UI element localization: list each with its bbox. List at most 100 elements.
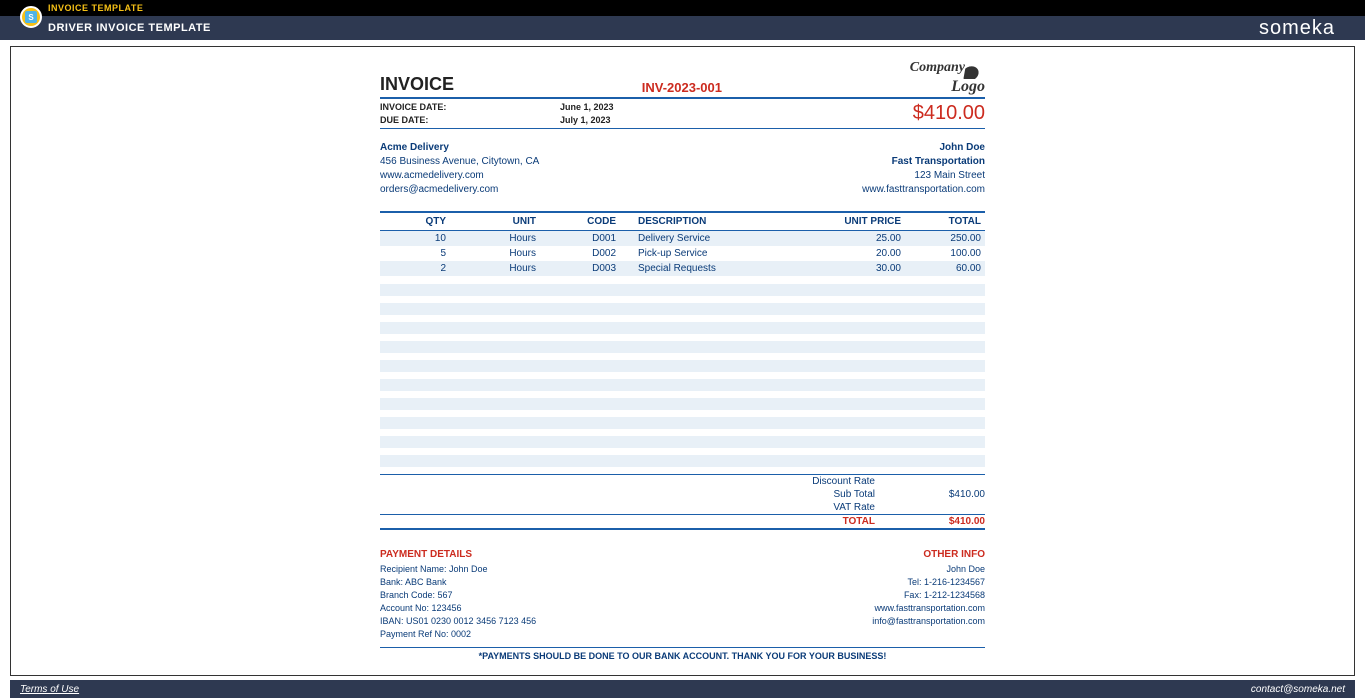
payment-recipient: Recipient Name: John Doe	[380, 563, 536, 576]
from-name: Acme Delivery	[380, 141, 539, 155]
empty-row	[380, 455, 985, 467]
empty-row	[380, 417, 985, 429]
invoice-number: INV-2023-001	[642, 80, 722, 95]
other-title: OTHER INFO	[872, 548, 985, 563]
other-web: www.fasttransportation.com	[872, 602, 985, 615]
table-row: 10HoursD001Delivery Service25.00250.00	[380, 231, 985, 247]
cell-desc: Delivery Service	[620, 231, 795, 247]
invoice-document: INVOICE INV-2023-001 Company Logo INVOIC…	[380, 61, 985, 675]
payment-iban: IBAN: US01 0230 0012 3456 7123 456	[380, 615, 536, 628]
other-fax: Fax: 1-212-1234568	[872, 589, 985, 602]
col-desc: DESCRIPTION	[620, 212, 795, 231]
payment-branch: Branch Code: 567	[380, 589, 536, 602]
other-email: info@fasttransportation.com	[872, 615, 985, 628]
payment-title: PAYMENT DETAILS	[380, 548, 536, 563]
logo-line2: Logo	[951, 78, 985, 95]
dates-row: INVOICE DATE: June 1, 2023 DUE DATE: Jul…	[380, 101, 985, 126]
other-name: John Doe	[872, 563, 985, 576]
from-address: 456 Business Avenue, Citytown, CA	[380, 155, 539, 169]
cell-code: D001	[540, 231, 620, 247]
from-block: Acme Delivery 456 Business Avenue, Cityt…	[380, 141, 539, 197]
empty-row	[380, 284, 985, 296]
payment-ref: Payment Ref No: 0002	[380, 628, 536, 641]
from-web: www.acmedelivery.com	[380, 169, 539, 183]
cell-unitprice: 20.00	[795, 246, 905, 261]
topbar-label: INVOICE TEMPLATE	[48, 3, 143, 13]
company-logo: Company Logo	[910, 61, 985, 95]
app-icon-letter: S	[25, 11, 37, 23]
total-value: $410.00	[905, 516, 985, 527]
discount-label: Discount Rate	[795, 476, 905, 487]
terms-link[interactable]: Terms of Use	[20, 684, 79, 695]
dates-block: INVOICE DATE: June 1, 2023 DUE DATE: Jul…	[380, 101, 614, 126]
payment-account: Account No: 123456	[380, 602, 536, 615]
col-unit: UNIT	[450, 212, 540, 231]
logo-line1: Company	[910, 60, 965, 75]
empty-row	[380, 341, 985, 353]
from-email: orders@acmedelivery.com	[380, 183, 539, 197]
page-container: INVOICE INV-2023-001 Company Logo INVOIC…	[10, 46, 1355, 676]
col-code: CODE	[540, 212, 620, 231]
to-address: 123 Main Street	[862, 169, 985, 183]
subtotal-label: Sub Total	[795, 489, 905, 500]
due-date-label: DUE DATE:	[380, 114, 560, 127]
col-unitprice: UNIT PRICE	[795, 212, 905, 231]
table-row: 2HoursD003Special Requests30.0060.00	[380, 261, 985, 276]
page-title: DRIVER INVOICE TEMPLATE	[48, 22, 211, 34]
empty-row	[380, 379, 985, 391]
discount-value	[905, 476, 985, 487]
table-row: 5HoursD002Pick-up Service20.00100.00	[380, 246, 985, 261]
top-bar: INVOICE TEMPLATE	[0, 0, 1365, 16]
empty-row	[380, 322, 985, 334]
to-web: www.fasttransportation.com	[862, 183, 985, 197]
summary-discount: Discount Rate	[380, 475, 985, 488]
empty-row	[380, 398, 985, 410]
cell-unit: Hours	[450, 261, 540, 276]
cell-total: 250.00	[905, 231, 985, 247]
cell-total: 60.00	[905, 261, 985, 276]
empty-rows	[380, 284, 985, 467]
invoice-date-value: June 1, 2023	[560, 101, 614, 114]
empty-row	[380, 303, 985, 315]
vat-label: VAT Rate	[795, 502, 905, 513]
brand-logo: someka	[1259, 17, 1335, 40]
total-amount-top: $410.00	[913, 102, 985, 125]
summary-total: TOTAL $410.00	[380, 514, 985, 530]
contact-email: contact@someka.net	[1251, 684, 1345, 695]
other-info: OTHER INFO John Doe Tel: 1-216-1234567 F…	[872, 548, 985, 641]
empty-row	[380, 436, 985, 448]
cell-unitprice: 25.00	[795, 231, 905, 247]
footer-bar: Terms of Use contact@someka.net	[10, 680, 1355, 698]
invoice-header: INVOICE INV-2023-001 Company Logo	[380, 61, 985, 95]
footer-note: *PAYMENTS SHOULD BE DONE TO OUR BANK ACC…	[380, 647, 985, 661]
payment-details: PAYMENT DETAILS Recipient Name: John Doe…	[380, 548, 536, 641]
line-items-table: QTY UNIT CODE DESCRIPTION UNIT PRICE TOT…	[380, 211, 985, 276]
table-header-row: QTY UNIT CODE DESCRIPTION UNIT PRICE TOT…	[380, 212, 985, 231]
invoice-date-label: INVOICE DATE:	[380, 101, 560, 114]
subtotal-value: $410.00	[905, 489, 985, 500]
cell-qty: 10	[380, 231, 450, 247]
sub-bar: S DRIVER INVOICE TEMPLATE someka	[0, 16, 1365, 40]
divider	[380, 97, 985, 99]
summary-vat: VAT Rate	[380, 501, 985, 514]
divider	[380, 128, 985, 129]
cell-qty: 2	[380, 261, 450, 276]
cell-code: D002	[540, 246, 620, 261]
cell-unit: Hours	[450, 246, 540, 261]
col-qty: QTY	[380, 212, 450, 231]
to-name: John Doe	[862, 141, 985, 155]
to-company: Fast Transportation	[862, 155, 985, 169]
to-block: John Doe Fast Transportation 123 Main St…	[862, 141, 985, 197]
summary-subtotal: Sub Total $410.00	[380, 488, 985, 501]
cell-code: D003	[540, 261, 620, 276]
cell-total: 100.00	[905, 246, 985, 261]
due-date-value: July 1, 2023	[560, 114, 611, 127]
other-tel: Tel: 1-216-1234567	[872, 576, 985, 589]
parties-block: Acme Delivery 456 Business Avenue, Cityt…	[380, 141, 985, 197]
cell-qty: 5	[380, 246, 450, 261]
app-icon: S	[20, 6, 42, 28]
cell-desc: Pick-up Service	[620, 246, 795, 261]
cell-desc: Special Requests	[620, 261, 795, 276]
vat-value	[905, 502, 985, 513]
cell-unit: Hours	[450, 231, 540, 247]
